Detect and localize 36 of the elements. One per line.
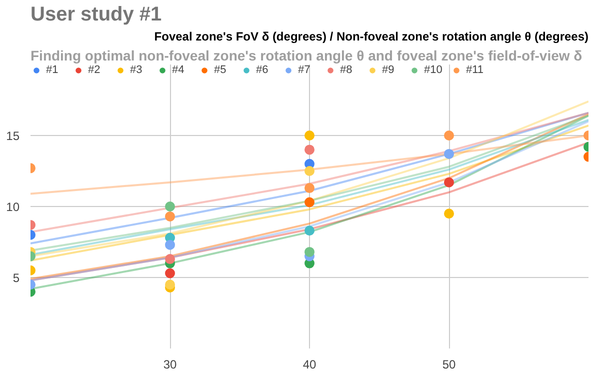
point xyxy=(165,202,175,212)
legend-label: #11 xyxy=(466,64,485,76)
legend-label: #6 xyxy=(256,64,270,76)
legend-label: #1 xyxy=(46,64,60,76)
chart-title: User study #1 xyxy=(30,4,162,26)
point xyxy=(165,268,175,278)
point xyxy=(165,211,175,222)
point xyxy=(165,254,175,264)
chart-subtitle: Finding optimal non-foveal zone's rotation angle θ and foveal zone's field-of-view δ xyxy=(30,48,582,64)
legend-label: #7 xyxy=(298,64,312,76)
x-tick-label: 30 xyxy=(163,358,177,371)
point xyxy=(304,130,314,140)
point xyxy=(444,177,454,188)
point xyxy=(165,280,175,290)
point xyxy=(304,166,314,176)
point xyxy=(444,208,454,219)
point xyxy=(444,130,454,140)
point xyxy=(444,148,454,159)
legend-label: #10 xyxy=(424,64,444,76)
legend-label: #3 xyxy=(130,64,144,76)
legend-label: #8 xyxy=(340,64,354,76)
legend-label: #2 xyxy=(88,64,102,76)
point xyxy=(304,246,314,257)
point xyxy=(304,226,314,236)
y-tick-label: 10 xyxy=(6,200,20,214)
y-tick-label: 5 xyxy=(12,271,20,285)
y-tick-label: 15 xyxy=(6,129,20,143)
legend-label: #4 xyxy=(172,64,186,76)
x-tick-label: 40 xyxy=(302,358,316,371)
point xyxy=(304,144,314,155)
legend-label: #9 xyxy=(382,64,396,76)
x-axis-title: Foveal zone's FoV δ (degrees) / Non-foveal zone's rotation angle θ (degrees) xyxy=(154,30,589,44)
x-tick-label: 50 xyxy=(442,358,456,371)
point xyxy=(304,183,314,194)
legend-label: #5 xyxy=(214,64,228,76)
point xyxy=(165,240,175,250)
